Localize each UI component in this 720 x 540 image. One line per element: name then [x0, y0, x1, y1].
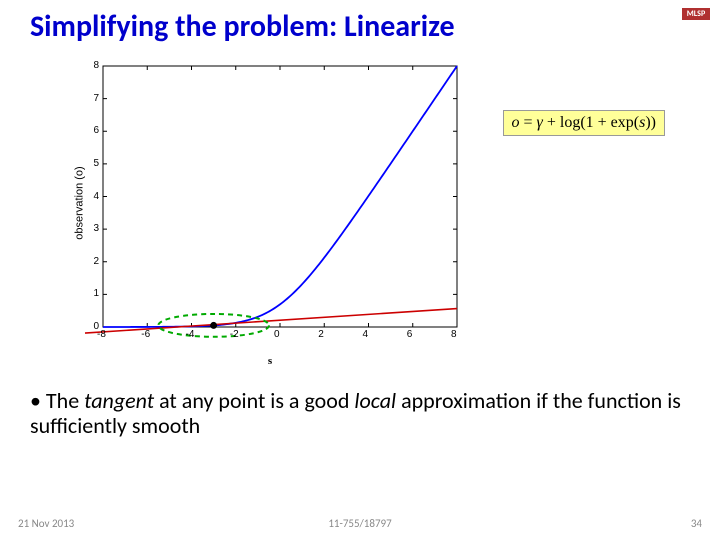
logo-badge: MLSP	[682, 8, 710, 20]
footer-page: 34	[691, 517, 702, 530]
chart-container: observation (o) s 012345678-8-6-4-202468	[75, 60, 465, 345]
ytick-label: 2	[93, 256, 99, 267]
footer-date: 21 Nov 2013	[18, 517, 74, 530]
ytick-label: 3	[93, 223, 99, 234]
ytick-label: 7	[93, 93, 99, 104]
x-axis-label: s	[268, 355, 272, 367]
bullet-mid: at any point is a good	[154, 387, 354, 414]
xtick-label: 2	[318, 329, 324, 340]
logo-area: MLSP	[682, 6, 710, 20]
xtick-label: 8	[451, 329, 457, 340]
xtick-label: -4	[186, 329, 195, 340]
ytick-label: 5	[93, 158, 99, 169]
xtick-label: 4	[363, 329, 369, 340]
xtick-label: -8	[97, 329, 106, 340]
y-axis-label: observation (o)	[74, 166, 86, 239]
xtick-label: 6	[407, 329, 413, 340]
ytick-label: 1	[93, 288, 99, 299]
xtick-label: 0	[274, 329, 280, 340]
formula-box: o = γ + log(1 + exp(s))	[503, 110, 665, 136]
ytick-label: 6	[93, 125, 99, 136]
xtick-label: -6	[141, 329, 150, 340]
ytick-label: 8	[93, 60, 99, 71]
bullet-local: local	[354, 387, 396, 414]
slide-title: Simplifying the problem: Linearize	[30, 8, 670, 45]
bullet-tangent: tangent	[84, 387, 154, 414]
chart-svg	[75, 60, 465, 345]
formula-text: o	[512, 114, 520, 131]
footer-course: 11-755/18797	[328, 517, 391, 530]
ytick-label: 4	[93, 191, 99, 202]
xtick-label: -2	[230, 329, 239, 340]
bullet-prefix: • The	[30, 387, 84, 414]
bullet-text: • The tangent at any point is a good loc…	[30, 388, 690, 439]
